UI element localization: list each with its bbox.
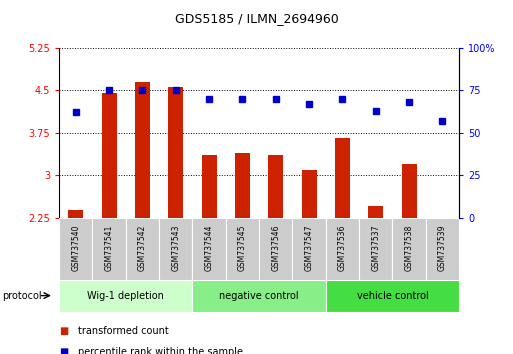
Bar (192, 218, 226, 280)
Bar (202, 155, 216, 218)
Text: ■: ■ (59, 326, 68, 336)
Bar (59, 218, 92, 280)
Bar (368, 206, 383, 218)
Bar (292, 218, 326, 280)
Bar (426, 218, 459, 280)
Text: GSM737543: GSM737543 (171, 224, 180, 271)
Text: Wig-1 depletion: Wig-1 depletion (87, 291, 164, 301)
Text: GSM737542: GSM737542 (138, 224, 147, 271)
Text: transformed count: transformed count (78, 326, 169, 336)
Bar (326, 280, 459, 312)
Bar (92, 218, 126, 280)
Bar (259, 218, 292, 280)
Bar (192, 280, 326, 312)
Bar (359, 218, 392, 280)
Text: GSM737536: GSM737536 (338, 224, 347, 271)
Text: GSM737544: GSM737544 (205, 224, 213, 271)
Bar (68, 210, 83, 218)
Text: GSM737545: GSM737545 (238, 224, 247, 271)
Text: vehicle control: vehicle control (357, 291, 428, 301)
Text: ■: ■ (59, 347, 68, 354)
Bar (59, 280, 192, 312)
Bar (135, 82, 150, 218)
Text: GDS5185 / ILMN_2694960: GDS5185 / ILMN_2694960 (174, 12, 339, 25)
Text: GSM737538: GSM737538 (405, 224, 413, 271)
Bar (159, 218, 192, 280)
Bar (392, 218, 426, 280)
Bar (126, 218, 159, 280)
Bar (226, 218, 259, 280)
Bar (168, 87, 183, 218)
Text: percentile rank within the sample: percentile rank within the sample (78, 347, 244, 354)
Text: GSM737547: GSM737547 (305, 224, 313, 271)
Bar (102, 93, 116, 218)
Text: negative control: negative control (219, 291, 299, 301)
Text: protocol: protocol (3, 291, 42, 301)
Bar (235, 153, 250, 218)
Text: GSM737539: GSM737539 (438, 224, 447, 271)
Bar (326, 218, 359, 280)
Text: GSM737546: GSM737546 (271, 224, 280, 271)
Text: GSM737541: GSM737541 (105, 224, 113, 271)
Bar (402, 164, 417, 218)
Text: GSM737537: GSM737537 (371, 224, 380, 271)
Bar (302, 170, 317, 218)
Bar (335, 138, 350, 218)
Bar (268, 155, 283, 218)
Text: GSM737540: GSM737540 (71, 224, 80, 271)
